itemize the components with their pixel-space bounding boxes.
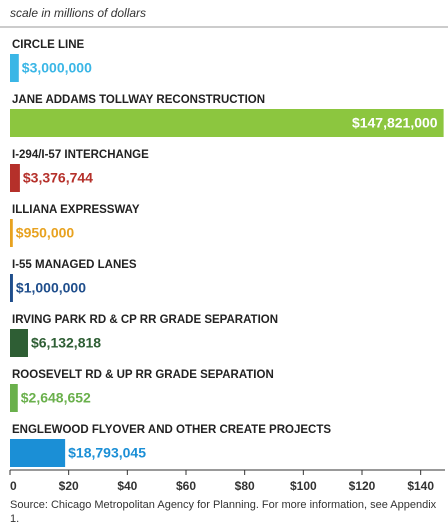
category-label: I-294/I-57 INTERCHANGE: [12, 149, 149, 161]
bar: [10, 439, 66, 467]
value-label: $3,000,000: [22, 60, 92, 76]
value-label: $1,000,000: [16, 280, 86, 296]
category-label: ENGLEWOOD FLYOVER AND OTHER CREATE PROJE…: [12, 424, 331, 436]
value-label: $6,132,818: [31, 335, 101, 351]
bar: [10, 219, 13, 247]
value-label: $18,793,045: [68, 445, 146, 461]
category-label: ROOSEVELT RD & UP RR GRADE SEPARATION: [12, 369, 274, 381]
category-label: CIRCLE LINE: [12, 39, 85, 51]
bar: [10, 164, 20, 192]
value-label: $3,376,744: [23, 170, 93, 186]
source-note: Source: Chicago Metropolitan Agency for …: [10, 499, 437, 525]
bar: [10, 384, 18, 412]
category-label: ILLIANA EXPRESSWAY: [12, 204, 140, 216]
category-label: I-55 MANAGED LANES: [12, 259, 137, 271]
value-label: $950,000: [16, 225, 75, 241]
bar: [10, 54, 19, 82]
x-tick-label: $60: [176, 479, 196, 493]
category-label: IRVING PARK RD & CP RR GRADE SEPARATION: [12, 314, 278, 326]
chart-subtitle: scale in millions of dollars: [10, 6, 146, 20]
value-label: $2,648,652: [21, 390, 91, 406]
x-tick-label: $100: [290, 479, 317, 493]
bar: [10, 274, 13, 302]
x-tick-label: $80: [235, 479, 255, 493]
bar: [10, 109, 444, 137]
x-tick-label: $120: [349, 479, 376, 493]
value-label: $147,821,000: [352, 115, 438, 131]
bar: [10, 329, 28, 357]
x-tick-label: $40: [117, 479, 137, 493]
x-tick-label: $140: [407, 479, 434, 493]
x-tick-label: 0: [10, 479, 17, 493]
category-label: JANE ADDAMS TOLLWAY RECONSTRUCTION: [12, 94, 265, 106]
x-tick-label: $20: [59, 479, 79, 493]
